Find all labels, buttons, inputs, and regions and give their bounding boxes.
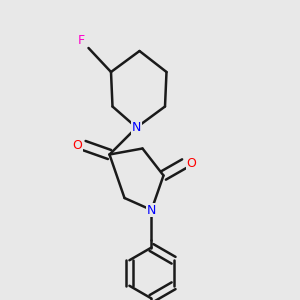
Text: F: F (77, 34, 85, 47)
Text: O: O (73, 139, 82, 152)
Text: O: O (186, 157, 196, 170)
Text: N: N (132, 121, 141, 134)
Text: N: N (147, 203, 156, 217)
